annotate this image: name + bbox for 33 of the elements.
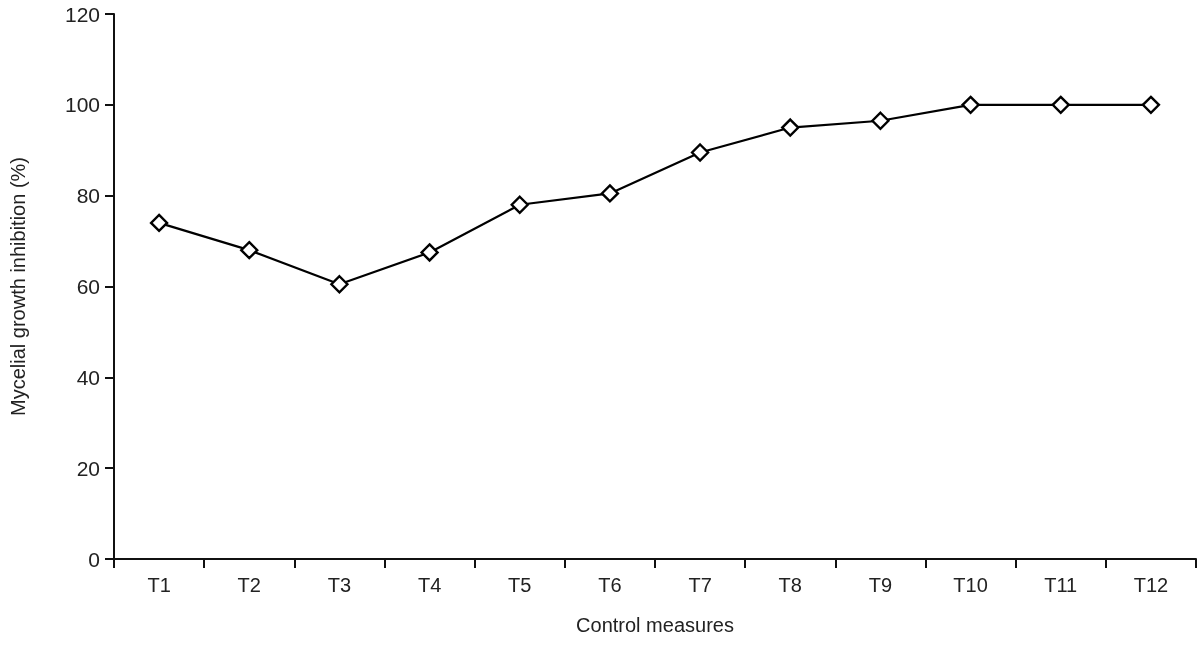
x-tick-label: T9	[868, 574, 893, 596]
point	[1051, 95, 1070, 115]
y-tick-label: 120	[64, 2, 100, 26]
y-tick-label: 80	[76, 184, 100, 208]
x-tick-label: T12	[1133, 574, 1169, 596]
point	[1141, 95, 1161, 115]
x-tick-label: T7	[688, 574, 712, 596]
x-tick-label: T1	[147, 574, 171, 596]
point	[781, 118, 800, 137]
x-tick-label: T2	[237, 574, 261, 596]
point	[600, 184, 620, 203]
x-tick-label: T6	[598, 574, 622, 596]
y-tick-label: 0	[88, 547, 100, 571]
point	[240, 240, 259, 260]
x-axis-title: Control measures	[576, 614, 734, 636]
x-tick-label: T11	[1044, 574, 1078, 596]
x-tick-label: T10	[953, 574, 988, 596]
x-tick-label: T5	[508, 574, 532, 596]
y-axis-title: Mycelial growth inhibition (%)	[7, 157, 29, 416]
point	[420, 243, 439, 262]
point	[690, 143, 710, 162]
point	[961, 95, 980, 115]
point	[330, 275, 349, 294]
x-tick-label: T8	[778, 574, 802, 596]
y-tick-label: 60	[76, 275, 100, 298]
x-tick-label: T3	[327, 574, 352, 596]
x-tick-label: T4	[417, 574, 442, 596]
y-tick-label: 40	[76, 365, 100, 389]
y-tick-label: 100	[64, 93, 100, 117]
y-tick-label: 20	[76, 456, 100, 480]
point	[149, 213, 169, 233]
point	[871, 111, 890, 130]
point	[510, 195, 529, 214]
